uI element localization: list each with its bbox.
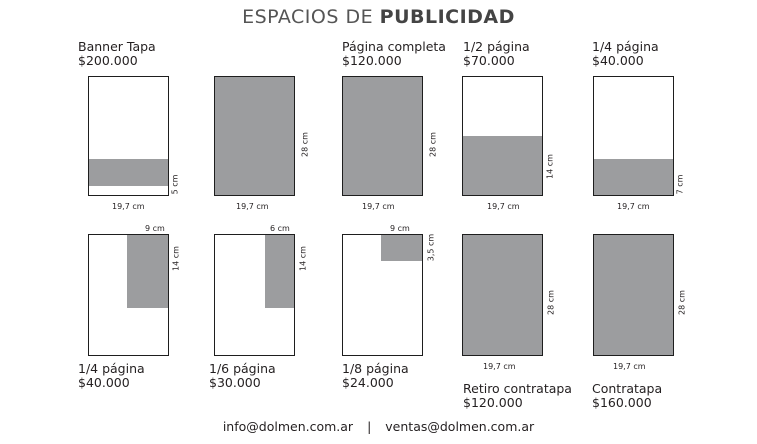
footer-separator: | [367, 419, 372, 434]
email-info-link[interactable]: info@dolmen.com.ar [222, 419, 354, 434]
height-dimension: 3,5 cm [426, 233, 436, 262]
email-ventas-link[interactable]: ventas@dolmen.com.ar [385, 419, 535, 434]
contact-footer: info@dolmen.com.ar | ventas@dolmen.com.ar [0, 419, 757, 434]
width-dimension: 19,7 cm [112, 202, 145, 211]
width-dimension: 19,7 cm [362, 202, 395, 211]
ad-label-pagina-completa: Página completa $120.000 [342, 39, 446, 68]
width-dimension: 19,7 cm [483, 362, 516, 371]
width-dimension: 9 cm [145, 224, 165, 233]
page-title: ESPACIOS DE PUBLICIDAD [242, 6, 515, 28]
ad-area-fill [594, 159, 673, 195]
ad-diagram-cuarto-pagina-vertical [88, 234, 169, 356]
ad-area-fill [127, 235, 168, 308]
width-dimension: 19,7 cm [487, 202, 520, 211]
width-dimension: 19,7 cm [236, 202, 269, 211]
ad-diagram-pagina-completa [342, 76, 423, 196]
ad-diagram-banner-tapa [88, 76, 169, 196]
width-dimension: 19,7 cm [613, 362, 646, 371]
height-dimension: 14 cm [171, 246, 181, 271]
height-dimension: 28 cm [300, 132, 310, 157]
width-dimension: 19,7 cm [617, 202, 650, 211]
height-dimension: 5 cm [170, 174, 180, 195]
width-dimension: 9 cm [390, 224, 410, 233]
ad-diagram-sexto-pagina [214, 234, 295, 356]
ad-label-retiro-contratapa: Retiro contratapa $120.000 [463, 381, 572, 410]
ad-area-fill [265, 235, 294, 308]
ad-label-contratapa: Contratapa $160.000 [592, 381, 663, 410]
ad-label-banner-tapa: Banner Tapa $200.000 [78, 39, 156, 68]
width-dimension: 6 cm [270, 224, 290, 233]
height-dimension: 28 cm [546, 290, 556, 315]
ad-diagram-cuarto-pagina-horizontal [593, 76, 674, 196]
ad-label-sexto-pagina: 1/6 página $30.000 [209, 361, 276, 390]
ad-label-cuarto-pagina: 1/4 página $40.000 [592, 39, 659, 68]
ad-area-fill [381, 235, 422, 261]
ad-diagram-retiro-contratapa [462, 234, 543, 356]
ad-label-octavo-pagina: 1/8 página $24.000 [342, 361, 409, 390]
ad-label-cuarto-pagina-vertical: 1/4 página $40.000 [78, 361, 145, 390]
ad-area-fill [463, 136, 542, 195]
ad-diagram-contratapa [593, 234, 674, 356]
ad-area-fill [89, 159, 168, 186]
height-dimension: 28 cm [677, 290, 687, 315]
height-dimension: 7 cm [675, 174, 685, 195]
ad-label-media-pagina: 1/2 página $70.000 [463, 39, 530, 68]
ad-diagram-octavo-pagina [342, 234, 423, 356]
ad-diagram-full-page [214, 76, 295, 196]
height-dimension: 14 cm [545, 154, 555, 179]
height-dimension: 14 cm [298, 246, 308, 271]
height-dimension: 28 cm [428, 132, 438, 157]
ad-diagram-media-pagina [462, 76, 543, 196]
